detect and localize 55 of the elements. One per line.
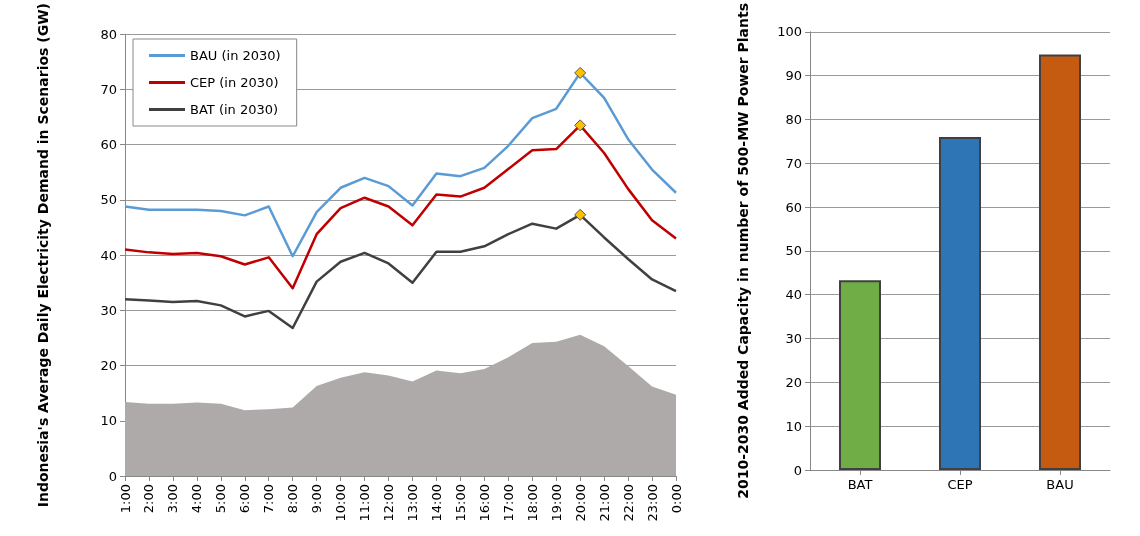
y-tick-label: 90 [785, 68, 802, 84]
x-tick-label: 14:00 [428, 484, 444, 522]
x-tick-label: 15:00 [452, 484, 468, 522]
y-tick-label: 30 [785, 331, 802, 347]
y-tick-label: 100 [777, 24, 802, 40]
bar [839, 280, 881, 470]
y-tick-label: 20 [785, 374, 802, 390]
legend-label: CEP (in 2030) [190, 75, 279, 90]
x-tick-label: 4:00 [189, 484, 205, 514]
x-tick-label: 19:00 [548, 484, 564, 522]
x-tick-label: 7:00 [261, 484, 277, 514]
legend-label: BAU (in 2030) [190, 48, 281, 63]
y-axis-title: 2010-2030 Added Capacity in number of 500-MW Power Plants [735, 2, 751, 499]
y-tick-label: 30 [100, 302, 117, 318]
x-tick-label: 6:00 [237, 484, 253, 514]
y-tick-label: 0 [793, 462, 802, 478]
legend-label: BAT (in 2030) [190, 102, 279, 117]
x-tick-label: BAT [847, 477, 873, 492]
x-tick-label: CEP [947, 477, 973, 492]
x-tick-label: 8:00 [285, 484, 301, 514]
y-tick-label: 20 [100, 358, 117, 374]
y-tick-label: 10 [785, 418, 802, 434]
y-tick-label: 60 [100, 137, 117, 153]
y-tick-label: 50 [785, 243, 802, 259]
x-tick-label: 11:00 [357, 484, 373, 522]
y-tick-label: 40 [100, 247, 117, 263]
x-tick-label: 1:00 [117, 484, 133, 514]
x-tick-label: BAU [1046, 477, 1074, 492]
y-tick-label: 70 [100, 81, 117, 97]
y-tick-label: 0 [108, 468, 117, 484]
y-tick-label: 70 [785, 155, 802, 171]
x-tick-label: 22:00 [620, 484, 636, 522]
x-tick-label: 12:00 [381, 484, 397, 522]
y-tick-label: 60 [785, 199, 802, 215]
y-tick-label: 40 [785, 287, 802, 303]
x-tick-label: 16:00 [476, 484, 492, 522]
bar [1039, 54, 1081, 470]
bar [939, 136, 981, 470]
y-axis-title: Indonesia's Average Daily Electricity Demand in Scenarios (GW) [35, 3, 51, 508]
x-tick-label: 0:00 [668, 484, 684, 514]
y-tick-label: 80 [100, 26, 117, 42]
x-tick-label: 9:00 [309, 484, 325, 514]
x-tick-label: 5:00 [213, 484, 229, 514]
x-tick-label: 23:00 [644, 484, 660, 522]
x-tick-label: 17:00 [500, 484, 516, 522]
x-tick-label: 3:00 [165, 484, 181, 514]
x-tick-label: 13:00 [404, 484, 420, 522]
y-tick-label: 50 [100, 192, 117, 208]
x-tick-label: 21:00 [596, 484, 612, 522]
x-tick-label: 18:00 [524, 484, 540, 522]
x-tick-label: 20:00 [572, 484, 588, 522]
x-tick-label: 2:00 [141, 484, 157, 514]
y-tick-label: 80 [785, 111, 802, 127]
x-tick-label: 10:00 [333, 484, 349, 522]
y-tick-label: 10 [100, 413, 117, 429]
